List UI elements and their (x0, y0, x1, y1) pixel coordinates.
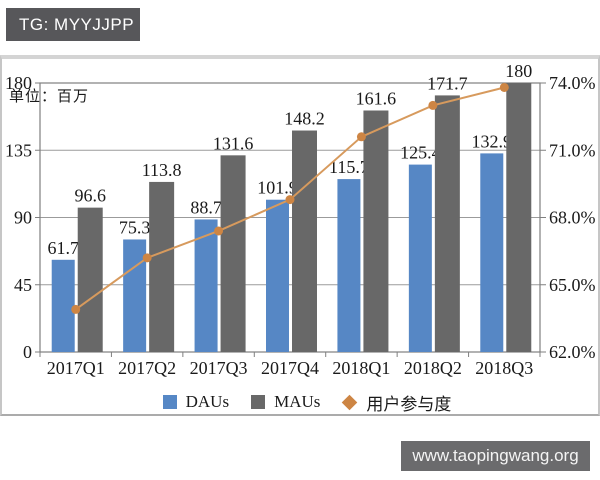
bar-value-label: 96.6 (74, 186, 106, 206)
bar-value-label: 61.7 (47, 238, 79, 258)
bar-daus (123, 239, 147, 352)
engagement-point (428, 100, 438, 110)
x-axis-label: 2018Q2 (404, 358, 462, 378)
bar-maus (292, 130, 317, 352)
axis-unit-label: 单位：百万 (9, 89, 90, 105)
engagement-point (285, 195, 295, 205)
engagement-point (71, 304, 81, 314)
bar-value-label: 101.9 (257, 178, 298, 198)
x-axis-label: 2017Q4 (261, 358, 319, 378)
engagement-point (499, 82, 509, 92)
bar-value-label: 115.7 (329, 157, 369, 177)
bar-daus (266, 199, 289, 352)
maus-legend-label: MAUs (274, 392, 321, 411)
engagement-legend-diamond-icon (342, 394, 358, 410)
bar-value-label: 88.7 (190, 197, 222, 217)
right-axis-label: 65.0% (549, 275, 596, 295)
x-axis-label: 2018Q1 (332, 358, 390, 378)
engagement-point (142, 253, 152, 263)
engagement-legend-label: 用户参与度 (366, 394, 452, 414)
watermark-bottom-banner: www.taopingwang.org (401, 441, 590, 471)
bar-value-label: 125.4 (400, 143, 441, 163)
legend-item-engagement: 用户参与度 (342, 390, 451, 415)
bar-value-label: 171.7 (427, 73, 468, 93)
right-axis-label: 62.0% (549, 342, 596, 362)
plot-border (39, 82, 541, 353)
bar-value-label: 131.6 (213, 133, 254, 153)
left-axis-label: 0 (23, 342, 32, 362)
bar-daus (337, 179, 361, 352)
right-axis-label: 74.0% (549, 73, 596, 93)
right-axis-label: 71.0% (549, 140, 596, 160)
bar-daus (51, 259, 75, 352)
left-axis-label: 180 (5, 73, 32, 93)
maus-legend-swatch (251, 395, 266, 409)
daus-legend-label: DAUs (185, 392, 230, 411)
chart-legend: DAUs MAUs 用户参与度 (0, 390, 600, 415)
x-axis-label: 2017Q1 (47, 358, 105, 378)
bar-maus (149, 181, 175, 352)
left-axis-label: 90 (14, 208, 32, 228)
legend-item-daus: DAUs (162, 392, 230, 412)
bar-value-label: 75.3 (119, 217, 151, 237)
engagement-point (214, 226, 224, 236)
bar-value-label: 132.9 (472, 131, 513, 151)
bar-value-label: 113.8 (142, 160, 182, 180)
bar-daus (194, 219, 218, 352)
x-axis-label: 2018Q3 (475, 358, 533, 378)
watermark-top-banner: TG: MYYJJPP (6, 8, 140, 41)
bar-daus (408, 164, 432, 352)
bar-value-label: 148.2 (284, 109, 325, 129)
legend-item-maus: MAUs (251, 392, 320, 412)
bar-daus (480, 153, 504, 352)
bar-maus (77, 207, 103, 352)
left-axis-label: 45 (14, 275, 32, 295)
bar-maus (434, 95, 460, 352)
left-axis-label: 135 (5, 140, 32, 160)
bar-maus (220, 155, 246, 352)
engagement-point (356, 132, 366, 142)
bar-maus (506, 83, 532, 352)
x-axis-label: 2017Q3 (190, 358, 248, 378)
bar-maus (363, 110, 389, 353)
bar-value-label: 180 (505, 61, 532, 81)
daus-legend-swatch (162, 395, 177, 409)
x-axis-label: 2017Q2 (118, 358, 176, 378)
right-axis-label: 68.0% (549, 208, 596, 228)
bar-value-label: 161.6 (356, 88, 397, 108)
